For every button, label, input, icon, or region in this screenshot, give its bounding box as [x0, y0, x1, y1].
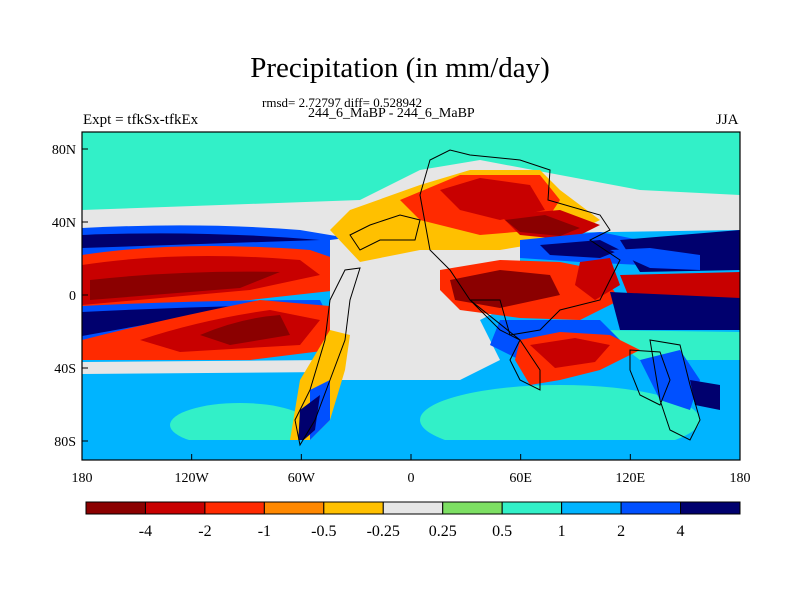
- colorbar: [85, 501, 741, 515]
- stats-text: rmsd= 2.72797 diff= 0.528942: [262, 95, 422, 110]
- y-tick-label: 0: [69, 289, 76, 304]
- colorbar-label: -2: [198, 523, 211, 540]
- x-tick-label: 60E: [509, 471, 532, 486]
- x-tick-label: 120E: [616, 471, 646, 486]
- x-tick-label: 120W: [175, 471, 210, 486]
- colorbar-swatch: [561, 501, 622, 515]
- colorbar-label: 0.25: [429, 523, 457, 540]
- season-label: JJA: [716, 112, 739, 128]
- colorbar-swatch: [204, 501, 265, 515]
- colorbar-label: -0.5: [311, 523, 336, 540]
- colorbar-label: -1: [258, 523, 271, 540]
- colorbar-swatch: [680, 501, 741, 515]
- continent-outline: [294, 149, 701, 447]
- colorbar-swatch: [501, 501, 563, 515]
- x-tick-label: 180: [72, 471, 93, 486]
- colorbar-swatch: [323, 501, 384, 515]
- colorbar-label: 4: [677, 523, 685, 540]
- map-title: Precipitation (in mm/day): [250, 52, 550, 84]
- axis-ticks: [81, 148, 741, 460]
- y-tick-label: 40S: [54, 362, 76, 377]
- x-tick-label: 60W: [288, 471, 316, 486]
- x-tick-label: 0: [408, 471, 415, 486]
- y-axis-labels: 80N 40N 0 40S 80S: [52, 143, 76, 450]
- y-tick-label: 40N: [52, 216, 76, 231]
- colorbar-label: -0.25: [367, 523, 400, 540]
- colorbar-swatch: [263, 501, 325, 515]
- y-tick-label: 80S: [54, 435, 76, 450]
- colorbar-swatch: [382, 501, 444, 515]
- colorbar-labels: -4 -2 -1 -0.5 -0.25 0.25 0.5 1 2 4: [139, 523, 685, 540]
- map-field: [82, 132, 740, 460]
- colorbar-swatch: [620, 501, 682, 515]
- experiment-subtitle: 244_6_MaBP - 244_6_MaBP: [308, 106, 475, 121]
- y-tick-label: 80N: [52, 143, 76, 158]
- colorbar-swatch: [144, 501, 206, 515]
- colorbar-label: -4: [139, 523, 152, 540]
- experiment-label: Expt = tfkSx-tfkEx: [83, 112, 199, 128]
- colorbar-swatch: [442, 501, 503, 515]
- x-axis-labels: 180 120W 60W 0 60E 120E 180: [72, 471, 751, 486]
- colorbar-label: 0.5: [492, 523, 512, 540]
- colorbar-swatch: [85, 501, 146, 515]
- colorbar-label: 2: [617, 523, 625, 540]
- x-tick-label: 180: [730, 471, 751, 486]
- colorbar-label: 1: [558, 523, 566, 540]
